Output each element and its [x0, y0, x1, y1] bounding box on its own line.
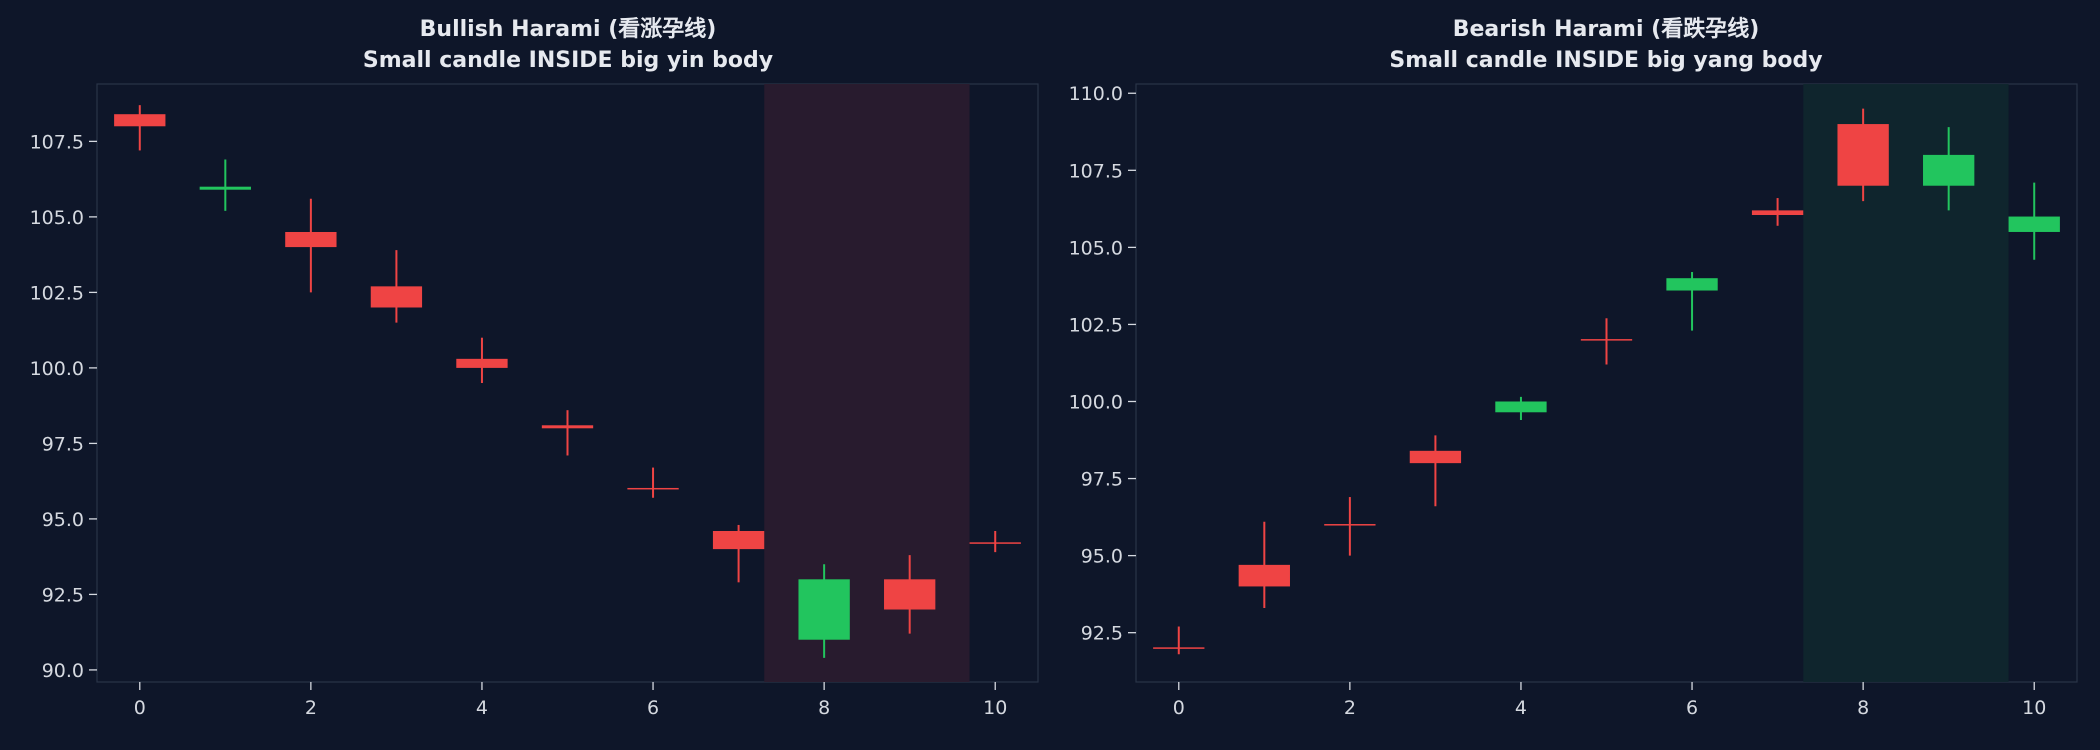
- candle-body: [798, 579, 850, 640]
- candle-body: [1837, 124, 1889, 186]
- candle-body: [541, 425, 594, 429]
- y-tick-label: 107.5: [30, 131, 84, 153]
- candle-body: [1751, 210, 1804, 216]
- candle: [1238, 521, 1290, 609]
- x-tick-label: 0: [134, 697, 146, 719]
- y-tick-label: 105.0: [30, 207, 84, 229]
- candle: [1324, 497, 1376, 556]
- candle: [285, 198, 337, 293]
- candle: [884, 555, 936, 634]
- candle: [1837, 108, 1889, 202]
- candle-body: [884, 579, 936, 610]
- bearish-harami-panel: Bearish Harami (看跌孕线) Small candle INSID…: [1069, 16, 2078, 719]
- candle: [798, 564, 850, 658]
- x-tick-label: 4: [1515, 697, 1527, 719]
- candle-body: [1409, 450, 1462, 464]
- x-tick-label: 6: [1686, 697, 1698, 719]
- y-tick-label: 102.5: [30, 282, 84, 304]
- candle-body: [1324, 524, 1376, 526]
- y-tick-label: 95.0: [42, 509, 84, 531]
- y-tick-label: 92.5: [1081, 623, 1123, 645]
- candle-body: [1923, 154, 1975, 186]
- candle-body: [1495, 401, 1547, 413]
- candle: [969, 530, 1021, 553]
- candle: [2008, 182, 2060, 260]
- y-tick-label: 100.0: [30, 358, 84, 380]
- y-tick-label: 102.5: [1069, 314, 1123, 336]
- candle-body: [199, 186, 251, 190]
- y-tick-label: 100.0: [1069, 391, 1123, 413]
- candle: [1409, 435, 1462, 507]
- candle: [1923, 127, 1975, 211]
- bullish-harami-title: Bullish Harami (看涨孕线): [420, 16, 717, 42]
- candle-body: [627, 487, 679, 490]
- candle: [712, 524, 765, 583]
- candle-body: [1666, 278, 1718, 291]
- candle-body: [1153, 647, 1205, 649]
- candle: [627, 467, 679, 498]
- candle: [1751, 198, 1804, 226]
- candle: [456, 337, 508, 383]
- x-tick-label: 2: [1344, 697, 1356, 719]
- y-tick-label: 105.0: [1069, 237, 1123, 259]
- bearish-harami-subtitle: Small candle INSIDE big yang body: [1389, 48, 1822, 73]
- y-tick-label: 107.5: [1069, 160, 1123, 182]
- x-tick-label: 4: [476, 697, 488, 719]
- candle: [370, 250, 423, 323]
- x-tick-label: 10: [983, 697, 1007, 719]
- candle: [1153, 626, 1205, 655]
- x-tick-label: 6: [647, 697, 659, 719]
- candle-body: [712, 530, 765, 550]
- y-tick-label: 110.0: [1069, 83, 1123, 105]
- bearish-harami-highlight-band: [1803, 84, 2009, 682]
- candle-body: [114, 114, 166, 127]
- y-tick-label: 97.5: [42, 433, 84, 455]
- candle-body: [969, 542, 1021, 544]
- bullish-harami-highlight-band: [764, 84, 970, 682]
- candle: [1580, 318, 1633, 365]
- x-tick-label: 2: [305, 697, 317, 719]
- candle: [1666, 272, 1718, 331]
- y-tick-label: 95.0: [1081, 546, 1123, 568]
- candle-body: [1238, 564, 1290, 587]
- candle-body: [2008, 216, 2060, 232]
- x-tick-label: 8: [1857, 697, 1869, 719]
- bullish-harami-panel: Bullish Harami (看涨孕线) Small candle INSID…: [30, 16, 1039, 719]
- candle: [199, 159, 251, 211]
- candle-body: [370, 286, 423, 308]
- bearish-harami-title: Bearish Harami (看跌孕线): [1453, 16, 1760, 42]
- candle: [1495, 396, 1547, 420]
- bullish-harami-subtitle: Small candle INSIDE big yin body: [363, 48, 773, 73]
- y-tick-label: 90.0: [42, 660, 84, 682]
- candle-body: [285, 231, 337, 248]
- x-tick-label: 8: [818, 697, 830, 719]
- candle: [114, 105, 166, 151]
- y-tick-label: 92.5: [42, 584, 84, 606]
- candle: [541, 410, 594, 456]
- y-tick-label: 97.5: [1081, 469, 1123, 491]
- candle-body: [456, 358, 508, 368]
- candle-body: [1580, 339, 1633, 341]
- x-tick-label: 10: [2022, 697, 2046, 719]
- x-tick-label: 0: [1173, 697, 1185, 719]
